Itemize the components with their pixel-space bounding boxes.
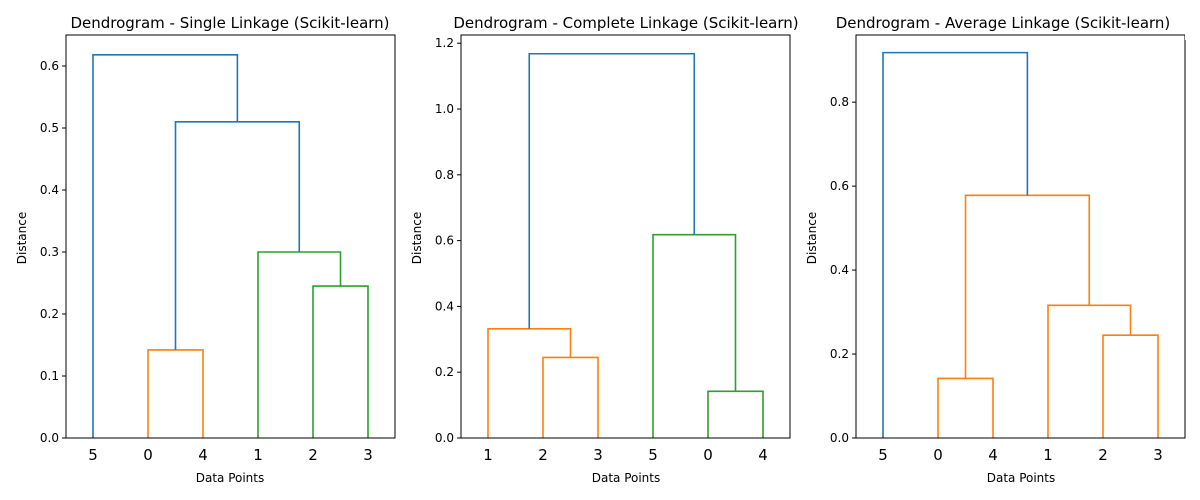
leaf-label: 1 bbox=[1043, 446, 1053, 464]
y-tick-label: 0.5 bbox=[40, 121, 59, 135]
dendrogram-link bbox=[487, 327, 572, 438]
y-tick-label: 0.2 bbox=[830, 347, 849, 361]
subplot-average-linkage: Dendrogram - Average Linkage (Scikit-lea… bbox=[805, 14, 1170, 485]
dendrogram-link bbox=[652, 233, 737, 438]
y-tick-label: 0.6 bbox=[435, 234, 454, 248]
leaf-label: 4 bbox=[198, 446, 208, 464]
leaf-label: 4 bbox=[988, 446, 998, 464]
dendrogram-links bbox=[882, 51, 1159, 438]
y-axis-label: Distance bbox=[805, 212, 819, 264]
dendrogram-links bbox=[487, 52, 764, 438]
y-tick-label: 0.4 bbox=[435, 299, 454, 313]
leaf-label: 1 bbox=[253, 446, 263, 464]
y-axis-label: Distance bbox=[410, 212, 424, 264]
y-tick-label: 0.0 bbox=[435, 431, 454, 445]
plot-area-1: 0.0 0.1 0.2 0.3 0.4 0.5 0.6 5 0 4 1 2 3 bbox=[40, 34, 396, 464]
dendrogram-link bbox=[174, 121, 301, 350]
leaf-label: 4 bbox=[758, 446, 768, 464]
leaf-label: 2 bbox=[1098, 446, 1108, 464]
y-tick-label: 1.0 bbox=[435, 102, 454, 116]
y-tick-label: 0.6 bbox=[40, 59, 59, 73]
dendrogram-link bbox=[92, 54, 239, 438]
y-tick-label: 0.4 bbox=[830, 263, 849, 277]
y-tick-label: 1.2 bbox=[435, 36, 454, 50]
dendrogram-link bbox=[257, 251, 342, 438]
dendrogram-link bbox=[964, 194, 1091, 379]
title-clip-mask bbox=[1185, 0, 1200, 40]
x-axis-label: Data Points bbox=[592, 471, 661, 485]
chart-title: Dendrogram - Single Linkage (Scikit-lear… bbox=[70, 14, 389, 32]
leaf-label: 2 bbox=[308, 446, 318, 464]
axes-frame bbox=[460, 34, 791, 439]
y-tick-label: 0.0 bbox=[40, 431, 59, 445]
dendrogram-links bbox=[92, 54, 369, 438]
y-tick-label: 0.8 bbox=[830, 95, 849, 109]
leaf-label: 0 bbox=[703, 446, 713, 464]
y-tick-label: 0.2 bbox=[40, 307, 59, 321]
chart-title: Dendrogram - Complete Linkage (Scikit-le… bbox=[453, 14, 798, 32]
dendrogram-link bbox=[882, 51, 1029, 438]
subplot-single-linkage: Dendrogram - Single Linkage (Scikit-lear… bbox=[15, 14, 390, 485]
dendrogram-link bbox=[147, 349, 204, 438]
leaf-label: 5 bbox=[878, 446, 888, 464]
y-axis-label: Distance bbox=[15, 212, 29, 264]
leaf-label: 0 bbox=[933, 446, 943, 464]
y-tick-label: 0.6 bbox=[830, 179, 849, 193]
leaf-label: 1 bbox=[483, 446, 493, 464]
leaf-label: 5 bbox=[648, 446, 658, 464]
dendrogram-link bbox=[707, 390, 764, 438]
chart-title: Dendrogram - Average Linkage (Scikit-lea… bbox=[836, 14, 1171, 32]
dendrogram-link bbox=[528, 52, 696, 329]
dendrogram-link bbox=[312, 285, 369, 438]
plot-area-2: 0.0 0.2 0.4 0.6 0.8 1.0 1.2 1 2 3 5 0 4 bbox=[435, 34, 791, 464]
axes-frame bbox=[855, 34, 1186, 439]
x-axis-label: Data Points bbox=[196, 471, 265, 485]
y-tick-label: 0.1 bbox=[40, 369, 59, 383]
y-tick-label: 0.3 bbox=[40, 245, 59, 259]
y-tick-label: 0.4 bbox=[40, 183, 59, 197]
y-tick-label: 0.8 bbox=[435, 168, 454, 182]
x-axis-label: Data Points bbox=[987, 471, 1056, 485]
y-tick-label: 0.2 bbox=[435, 365, 454, 379]
dendrogram-link bbox=[542, 356, 599, 438]
leaf-label: 2 bbox=[538, 446, 548, 464]
y-tick-label: 0.0 bbox=[830, 431, 849, 445]
axes-frame bbox=[65, 34, 396, 439]
leaf-label: 3 bbox=[1153, 446, 1163, 464]
dendrogram-link bbox=[1047, 304, 1132, 438]
dendrogram-link bbox=[937, 377, 994, 438]
leaf-label: 0 bbox=[143, 446, 153, 464]
leaf-label: 3 bbox=[593, 446, 603, 464]
leaf-label: 3 bbox=[363, 446, 373, 464]
subplot-complete-linkage: Dendrogram - Complete Linkage (Scikit-le… bbox=[410, 14, 799, 485]
plot-area-3: 0.0 0.2 0.4 0.6 0.8 5 0 4 1 2 3 bbox=[830, 34, 1186, 464]
leaf-label: 5 bbox=[88, 446, 98, 464]
dendrogram-link bbox=[1102, 334, 1159, 438]
